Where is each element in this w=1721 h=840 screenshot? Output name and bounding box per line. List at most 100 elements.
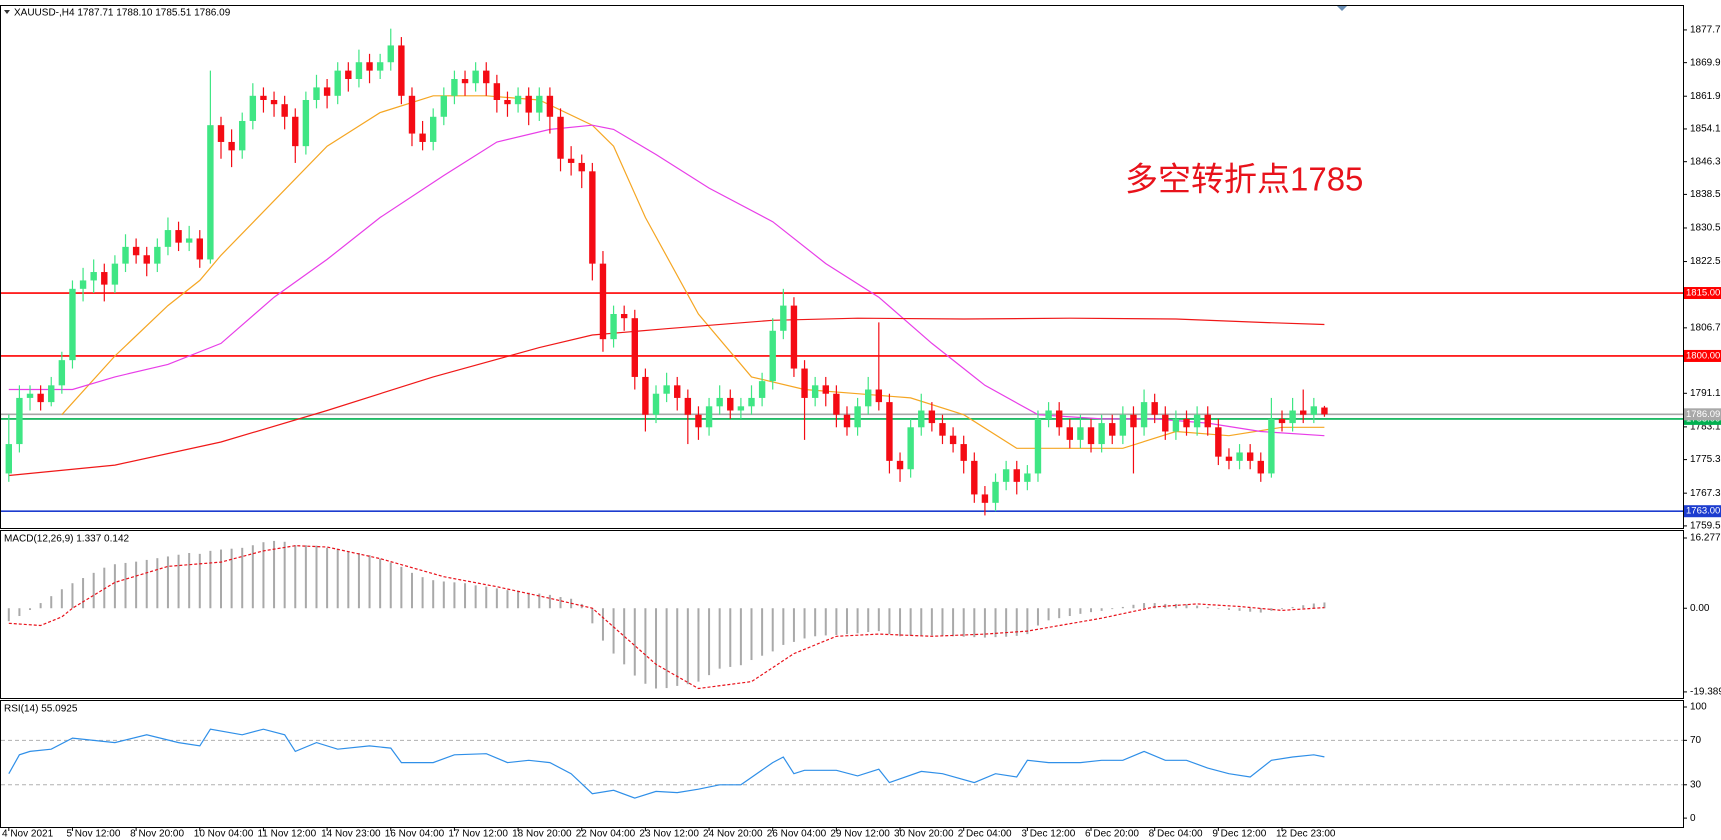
candle-body <box>1300 410 1307 415</box>
candle-body <box>1204 414 1211 428</box>
candle-body <box>1172 418 1180 432</box>
candle-body <box>292 116 299 147</box>
candle-body <box>207 125 214 260</box>
candle-body <box>992 481 999 503</box>
macd-bar <box>930 608 933 636</box>
macd-bar <box>251 545 254 609</box>
candle-body <box>1045 410 1052 419</box>
macd-bar <box>548 594 551 609</box>
candle-body <box>376 62 384 71</box>
macd-bar <box>983 608 986 638</box>
candle-body <box>79 280 87 289</box>
y-tick-label: 1861.90 <box>1690 91 1721 102</box>
candle-body <box>1151 402 1158 415</box>
rsi-panel-frame <box>0 700 1684 828</box>
candle-body <box>493 83 501 100</box>
candle-body <box>705 406 713 428</box>
candle-body <box>610 313 617 340</box>
macd-bar <box>1302 605 1305 609</box>
candle-body <box>90 272 97 281</box>
candle-body <box>228 141 235 151</box>
macd-bar <box>220 549 222 609</box>
candle-body <box>1193 414 1201 428</box>
macd-bar <box>1100 608 1103 611</box>
candle-body <box>461 79 469 84</box>
macd-bar <box>1015 608 1018 636</box>
candle-body <box>1310 406 1318 415</box>
macd-bar <box>368 555 371 609</box>
macd-bar <box>1036 608 1039 626</box>
macd-bar <box>283 541 286 609</box>
candle-body <box>801 368 808 398</box>
candle-body <box>536 95 543 113</box>
annotation: 多空转折点1785 <box>1125 161 1363 198</box>
candle-body <box>833 393 840 415</box>
macd-bar <box>453 582 456 609</box>
candle-body <box>1268 418 1275 474</box>
macd-bar <box>92 572 95 609</box>
candle-body <box>366 62 373 71</box>
candle-body <box>663 385 670 394</box>
candle-body <box>37 393 44 403</box>
macd-bar <box>1143 603 1146 609</box>
macd-bar <box>18 608 21 617</box>
macd-bar <box>941 608 944 636</box>
candle-body <box>918 410 925 428</box>
rsi-line <box>8 728 1325 799</box>
candle-body <box>865 389 872 407</box>
candle-body <box>1278 418 1286 424</box>
candle-body <box>111 263 119 285</box>
y-tick-label: -19.389 <box>1690 687 1721 698</box>
x-tick-label: 30 Nov 20:00 <box>894 829 954 840</box>
y-tick-label: 1822.50 <box>1690 256 1721 267</box>
macd-signal <box>8 545 1325 690</box>
macd-bar <box>400 566 403 609</box>
candle-body <box>196 238 203 260</box>
candle-body <box>217 125 225 142</box>
candle-body <box>1289 410 1296 424</box>
macd-bar <box>591 608 594 624</box>
moving-average <box>61 95 1325 449</box>
macd-bar <box>198 553 201 609</box>
candle-body <box>875 389 883 403</box>
macd-bar <box>601 608 604 641</box>
candle-body <box>419 133 426 142</box>
candle-body <box>270 99 278 105</box>
macd-bar <box>124 562 127 609</box>
candle-body <box>387 45 394 63</box>
candle-body <box>440 95 448 117</box>
macd-bar <box>1185 604 1188 609</box>
macd-bar <box>952 608 955 637</box>
candle-body <box>811 385 819 398</box>
candle-body <box>886 402 893 461</box>
candle-body <box>1002 469 1010 482</box>
y-tick-label: 1838.50 <box>1690 189 1721 200</box>
y-tick-label: 30 <box>1690 779 1702 790</box>
level-box <box>1684 408 1721 421</box>
macd-bar <box>262 542 265 609</box>
x-tick-label: 16 Nov 04:00 <box>385 829 445 840</box>
candle-body <box>472 70 479 84</box>
candle-body <box>101 272 108 285</box>
candle-body <box>557 116 564 159</box>
macd-bar <box>1079 608 1082 614</box>
moving-average <box>8 124 1325 437</box>
macd-bar <box>273 540 276 609</box>
candle-body <box>981 494 989 503</box>
x-tick-label: 18 Nov 20:00 <box>512 829 572 840</box>
macd-bar <box>1323 602 1326 609</box>
macd-bar <box>506 590 509 609</box>
macd-bar <box>824 608 827 636</box>
macd-bar <box>1227 608 1230 610</box>
level-label: 1786.09 <box>1686 409 1720 420</box>
macd-bar <box>1026 608 1029 635</box>
candle-body <box>154 246 161 264</box>
x-tick-label: 11 Nov 12:00 <box>257 829 316 840</box>
candle-body <box>451 79 458 96</box>
macd-bar <box>474 585 477 609</box>
candle-body <box>185 238 193 243</box>
macd-bar <box>665 608 668 689</box>
macd-bar <box>1174 603 1177 609</box>
